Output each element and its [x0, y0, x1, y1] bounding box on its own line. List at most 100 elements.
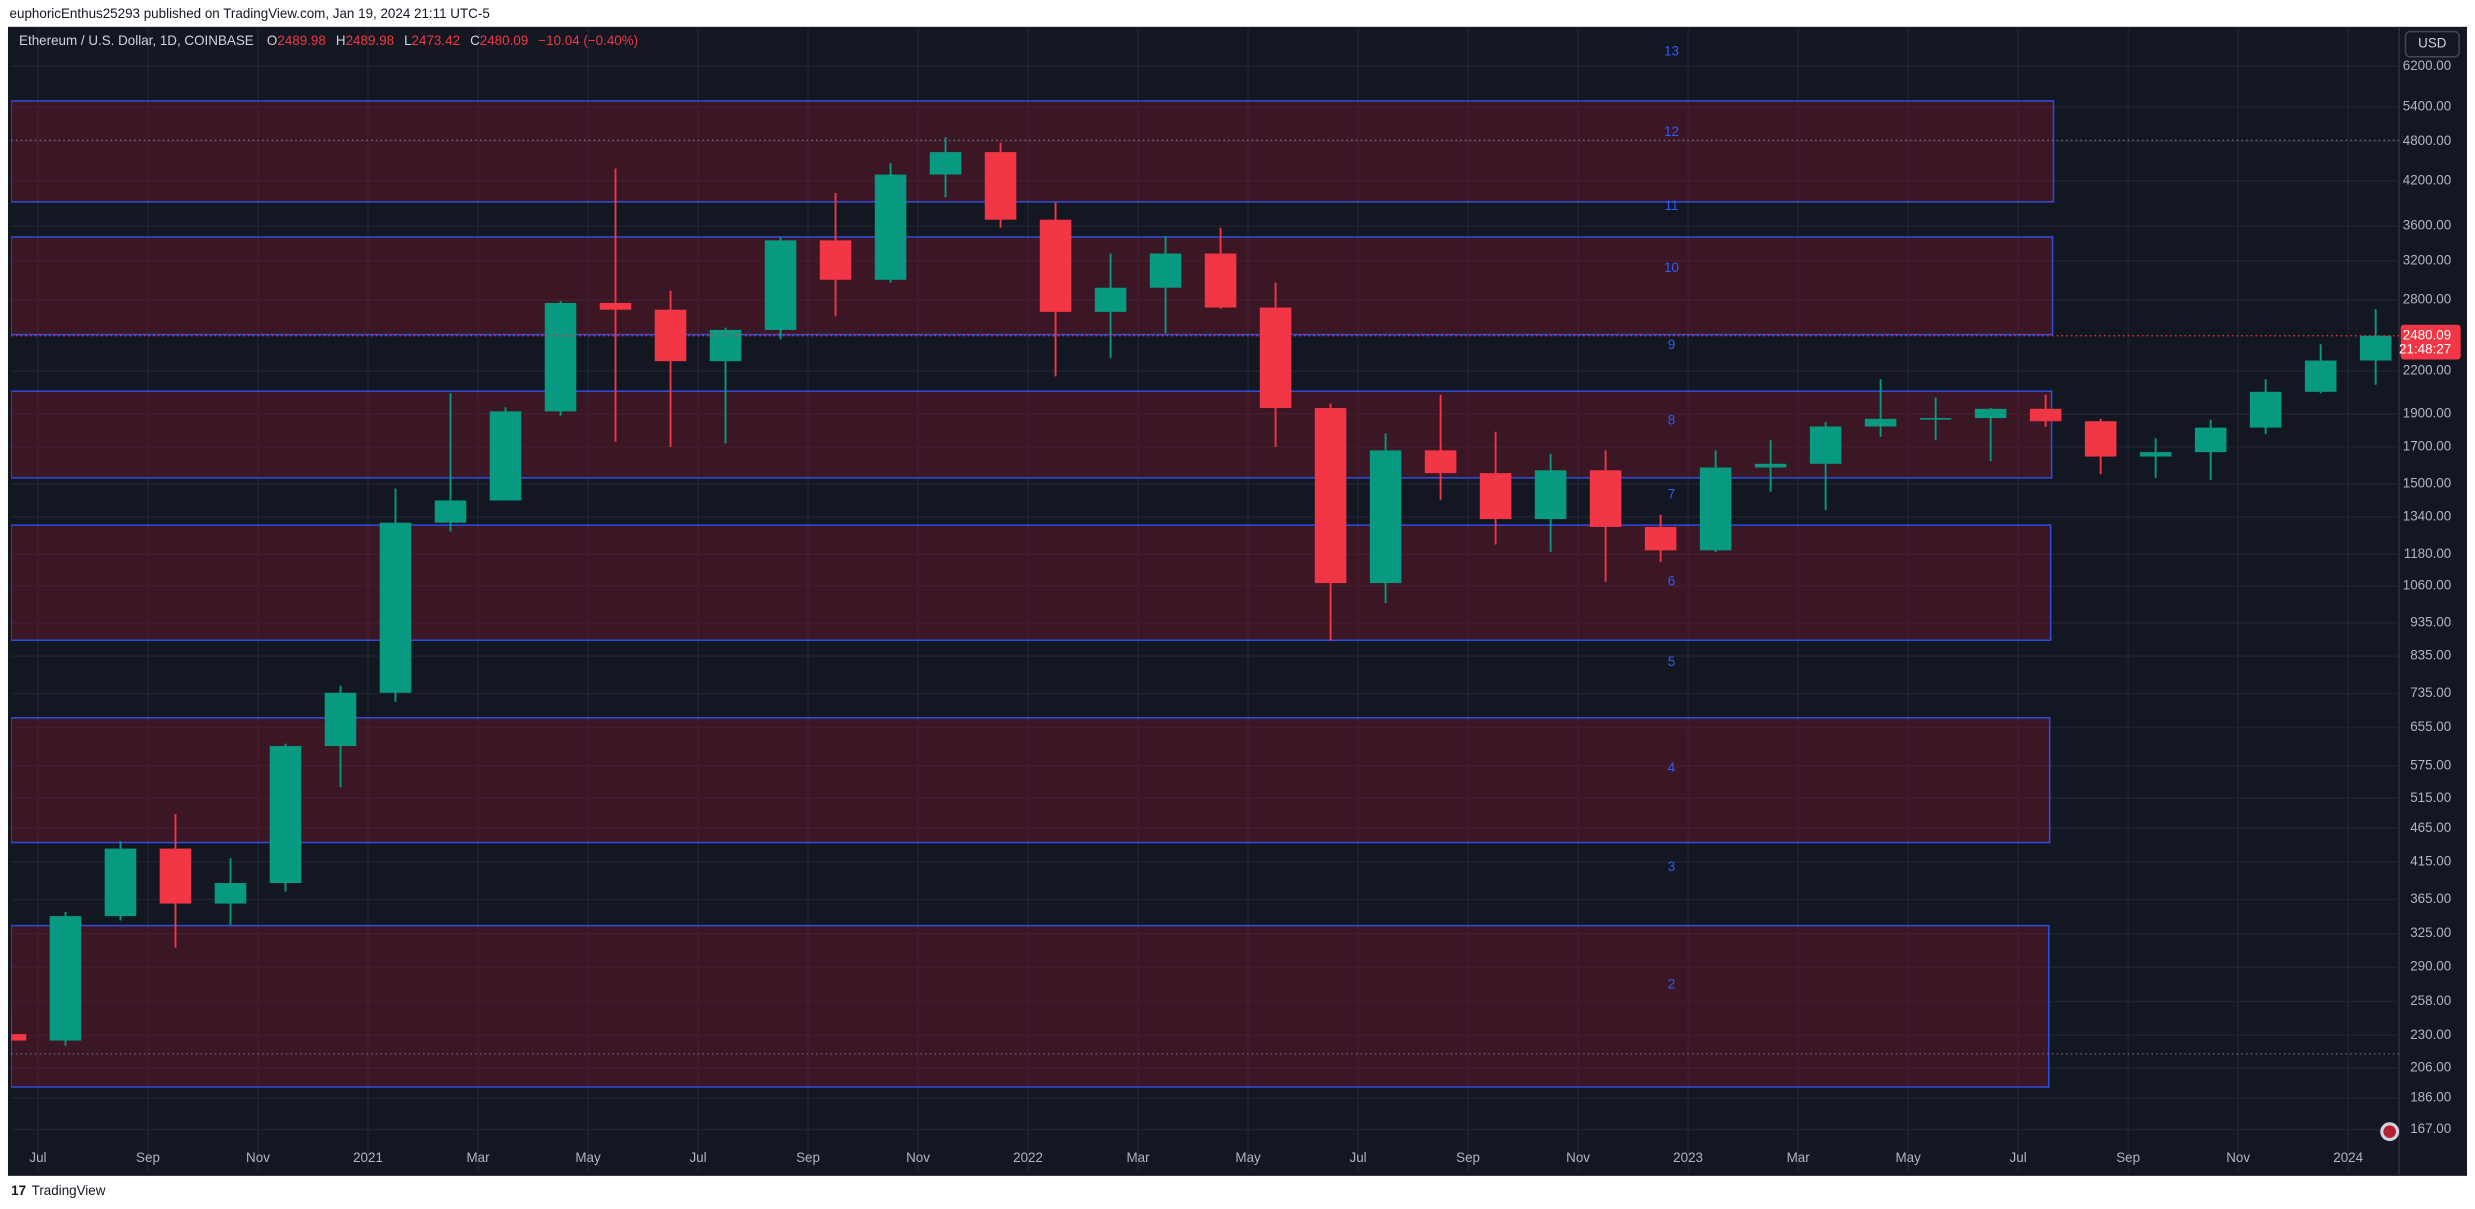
zone: [11, 390, 2053, 479]
candle-body: [1754, 463, 1787, 468]
y-tick-label: 1500.00: [2403, 475, 2451, 490]
x-tick-label: Sep: [796, 1150, 820, 1165]
legend-change: −10.04 (−0.40%): [538, 33, 638, 48]
candle-body: [1259, 307, 1292, 409]
publisher-line: euphoricEnthus25293 published on Trading…: [10, 6, 490, 21]
flag-icon-inner: [2383, 1125, 2396, 1138]
y-tick-label: 325.00: [2410, 925, 2451, 940]
candle-body: [1919, 418, 1952, 420]
y-tick-label: 2800.00: [2403, 292, 2451, 307]
x-tick-label: Jul: [29, 1150, 46, 1165]
candle-body: [1589, 470, 1622, 527]
candle-body: [984, 152, 1017, 220]
legend-title: Ethereum / U.S. Dollar, 1D, COINBASE: [19, 33, 254, 48]
candle-body: [2029, 408, 2062, 422]
legend-label: L: [404, 33, 412, 48]
candle-body: [1204, 253, 1237, 308]
y-tick-label: 465.00: [2410, 820, 2451, 835]
x-tick-label: Nov: [246, 1150, 270, 1165]
candle-body: [2249, 391, 2282, 428]
y-tick-label: 515.00: [2410, 790, 2451, 805]
x-tick-label: 2021: [353, 1150, 383, 1165]
x-tick-label: Sep: [2116, 1150, 2140, 1165]
currency-label: USD: [2418, 36, 2447, 51]
x-tick-label: Sep: [1456, 1150, 1480, 1165]
x-tick-label: May: [1895, 1150, 1921, 1165]
candle-body: [49, 916, 82, 1041]
candle-body: [11, 1034, 27, 1041]
y-tick-label: 935.00: [2410, 614, 2451, 629]
candle-body: [1974, 408, 2007, 419]
y-tick-label: 1060.00: [2403, 577, 2451, 592]
y-tick-label: 1340.00: [2403, 508, 2451, 523]
y-tick-label: 365.00: [2410, 891, 2451, 906]
x-tick-label: Jul: [689, 1150, 706, 1165]
y-tick-label: 3200.00: [2403, 252, 2451, 267]
candle-body: [1039, 219, 1072, 312]
candle-body: [764, 240, 797, 330]
y-tick-label: 1180.00: [2404, 546, 2451, 561]
level-label: 5: [1668, 654, 1675, 669]
x-tick-label: Mar: [466, 1150, 490, 1165]
level-label: 9: [1668, 337, 1675, 352]
y-tick-label: 5400.00: [2403, 98, 2451, 113]
legend-value: 2489.98: [277, 33, 325, 48]
x-tick-label: Mar: [1787, 1150, 1811, 1165]
candle-body: [1424, 450, 1457, 474]
y-tick-label: 2200.00: [2403, 363, 2451, 378]
candle-body: [709, 329, 742, 362]
x-tick-label: Nov: [2226, 1150, 2250, 1165]
candle-body: [324, 692, 357, 747]
zone: [11, 100, 2055, 203]
candle-body: [1644, 526, 1677, 551]
y-tick-label: 230.00: [2410, 1027, 2451, 1042]
y-tick-label: 655.00: [2410, 719, 2451, 734]
candle-body: [1809, 426, 1842, 464]
level-label: 2: [1668, 977, 1675, 992]
y-tick-label: 186.00: [2410, 1089, 2451, 1104]
candle-body: [544, 302, 577, 412]
y-tick-label: 835.00: [2410, 648, 2451, 663]
y-tick-label: 290.00: [2410, 959, 2451, 974]
countdown-label: 21:48:27: [2399, 342, 2451, 357]
legend-label: O: [267, 33, 277, 48]
last-price-label: 2480.09: [2403, 327, 2451, 342]
level-label: 3: [1668, 859, 1675, 874]
candle-body: [2084, 421, 2117, 457]
x-tick-label: 2022: [1013, 1150, 1043, 1165]
y-tick-label: 4800.00: [2403, 133, 2451, 148]
candle-body: [489, 411, 522, 501]
legend-label: H: [336, 33, 346, 48]
level-label: 7: [1668, 486, 1675, 501]
x-tick-label: Nov: [906, 1150, 930, 1165]
level-label: 12: [1664, 124, 1679, 139]
candle-body: [214, 883, 247, 904]
level-label: 4: [1668, 760, 1676, 775]
level-label: 11: [1665, 198, 1679, 213]
y-tick-label: 6200.00: [2403, 58, 2451, 73]
level-label: 10: [1664, 260, 1679, 275]
candle-body: [599, 302, 632, 310]
candle-body: [434, 500, 467, 523]
y-tick-label: 1700.00: [2403, 438, 2451, 453]
level-label: 8: [1668, 413, 1675, 428]
legend-value: 2489.98: [346, 33, 394, 48]
x-tick-label: Jul: [2010, 1150, 2027, 1165]
candle-body: [1149, 253, 1182, 288]
footer-brand: TradingView: [32, 1183, 106, 1198]
legend-value: 2473.42: [412, 33, 460, 48]
currency-button[interactable]: [2404, 30, 2460, 58]
candle-body: [2304, 360, 2337, 392]
y-tick-label: 167.00: [2410, 1121, 2451, 1136]
candle-body: [269, 746, 302, 884]
candle-body: [1094, 287, 1127, 312]
candle-body: [1699, 467, 1732, 551]
x-tick-label: May: [575, 1150, 601, 1165]
chart-background: [7, 26, 2468, 1176]
legend-label: C: [470, 33, 480, 48]
y-tick-label: 206.00: [2410, 1059, 2451, 1074]
candle-body: [1864, 418, 1897, 427]
candle-body: [1369, 450, 1402, 584]
last-price-box: [2400, 324, 2461, 360]
